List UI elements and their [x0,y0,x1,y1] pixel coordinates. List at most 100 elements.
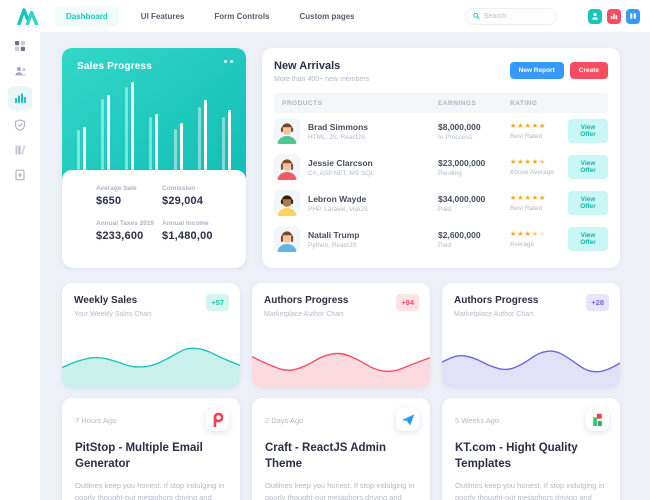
article-title[interactable]: PitStop - Multiple Email Generator [75,442,203,470]
mini-card-title: Authors Progress [454,295,539,306]
new-arrivals-subtitle: More than 400+ new members [274,76,370,83]
column-earnings: EARNINGS [438,99,477,107]
menu-item-dashboard[interactable]: Dashboard [55,6,119,26]
authors-progress-card-2: Authors Progress Marketplace Author Char… [442,283,620,388]
mini-card-title: Weekly Sales [74,295,138,306]
star-icon: ★ [524,194,532,202]
shield-check-icon [14,119,26,131]
column-products: PRODUCTS [282,99,323,107]
navbar-right [465,7,650,25]
layout-quick-button[interactable] [626,8,640,24]
top-navbar: Dashboard UI Features Form Controls Cust… [0,0,650,32]
product-skills: HTML, JS, ReactJS [308,133,366,141]
sidebar-item-analytics[interactable] [8,86,32,110]
user-icon [592,12,598,20]
view-offer-button[interactable]: View Offer [568,227,608,251]
earnings-status: In Proccess [438,133,472,141]
stats-quick-button[interactable] [607,8,621,24]
app-logo[interactable] [0,7,55,25]
rating-label: Above Average [510,168,554,176]
delta-badge: +28 [586,294,609,311]
sidebar-item-dashboard[interactable] [10,36,30,56]
earnings-value: $23,000,000 [438,157,486,168]
article-body: Outlines keep you honest. If stop indulg… [455,481,605,500]
search-input[interactable] [483,12,549,20]
sidebar-item-new-file[interactable] [10,165,30,185]
authors-progress-card: Authors Progress Marketplace Author Char… [252,283,430,388]
users-icon [14,66,26,76]
earnings-status: Paid [438,205,452,213]
article-card-pitstop[interactable]: 7 Hours Ago PitStop - Multiple Email Gen… [62,398,240,500]
product-skills: PHP, Laravel, VueJS [308,205,368,213]
product-name: Lebron Wayde [308,193,367,204]
pitstop-logo [206,408,229,431]
star-icon: ★ [524,122,532,130]
product-skills: C#, ASP.NET, MS SQL [308,169,374,177]
star-icon: ★ [510,122,518,130]
search-box[interactable] [465,7,557,25]
star-icon: ★ [539,122,547,130]
delta-badge: +57 [206,294,229,311]
article-title[interactable]: Craft - ReactJS Admin Theme [265,442,386,470]
star-icon: ★ [539,158,547,166]
star-icon: ★ [539,194,547,202]
article-title[interactable]: KT.com - Hight Quality Templates [455,442,578,470]
weekly-sales-card: Weekly Sales Your Weekly Sales Chart +57 [62,283,240,388]
file-plus-icon [15,169,25,181]
stat-label: Average Sale [96,185,137,192]
table-row[interactable]: Jessie Clarcson C#, ASP.NET, MS SQL $23,… [274,149,608,185]
create-button[interactable]: Create [569,62,608,79]
stat-label: Comission [162,185,196,192]
star-icon: ★ [524,230,532,238]
mini-card-title: Authors Progress [264,295,349,306]
star-icon: ★ [539,230,547,238]
menu-item-custom-pages[interactable]: Custom pages [299,11,355,21]
library-icon [15,145,26,155]
stat-value: $233,600 [96,230,144,242]
stat-annual-income: Annual Income $1,480,00 [162,220,246,242]
sidebar-item-users[interactable] [10,61,30,81]
menu-item-ui-features[interactable]: UI Features [140,11,185,21]
stat-average-sale: Average Sale $650 [96,185,162,207]
article-body: Outlines keep you honest. If stop indulg… [75,481,225,500]
area-chart [442,334,620,388]
stat-value: $1,480,00 [162,230,213,242]
sidebar-item-security[interactable] [10,115,30,135]
sales-bar-chart [77,82,231,170]
new-arrivals-title: New Arrivals [274,60,341,72]
view-offer-button[interactable]: View Offer [568,119,608,143]
article-card-ktcom[interactable]: 5 Weeks Ago KT.com - Hight Quality Templ… [442,398,620,500]
paper-plane-icon [396,408,419,431]
earnings-status: Pending [438,169,462,177]
avatar [274,190,300,216]
chart-bars-icon [14,93,26,103]
avatar [274,154,300,180]
user-quick-button[interactable] [588,8,602,24]
star-icon: ★ [517,158,525,166]
earnings-value: $2,600,000 [438,229,481,240]
star-icon: ★ [531,194,540,202]
article-timestamp: 5 Weeks Ago [455,416,500,425]
star-rating: ★★★★★ [510,123,568,130]
stat-annual-taxes: Annual Taxes 2019 $233,600 [96,220,162,242]
article-card-craft[interactable]: 2 Days Ago Craft - ReactJS Admin Theme O… [252,398,430,500]
product-name: Jessie Clarcson [308,157,373,168]
menu-item-form-controls[interactable]: Form Controls [214,11,270,21]
new-report-button[interactable]: New Report [509,62,564,79]
table-row[interactable]: Natali Trump Python, ReactJS $2,600,000 … [274,221,608,257]
area-chart [252,334,430,388]
avatar [274,226,300,252]
table-row[interactable]: Brad Simmons HTML, JS, ReactJS $8,000,00… [274,113,608,149]
grid-icon [15,41,25,51]
dots-menu-icon[interactable] [224,60,233,63]
view-offer-button[interactable]: View Offer [568,191,608,215]
earnings-value: $8,000,000 [438,121,481,132]
star-icon: ★ [531,158,540,166]
delta-badge: +94 [396,294,419,311]
table-row[interactable]: Lebron Wayde PHP, Laravel, VueJS $34,000… [274,185,608,221]
product-skills: Python, ReactJS [308,241,357,249]
earnings-status: Paid [438,241,452,249]
sidebar-item-library[interactable] [10,140,30,160]
sales-progress-card: Sales Progress Average Sale $650 Comissi… [62,48,246,268]
view-offer-button[interactable]: View Offer [568,155,608,179]
